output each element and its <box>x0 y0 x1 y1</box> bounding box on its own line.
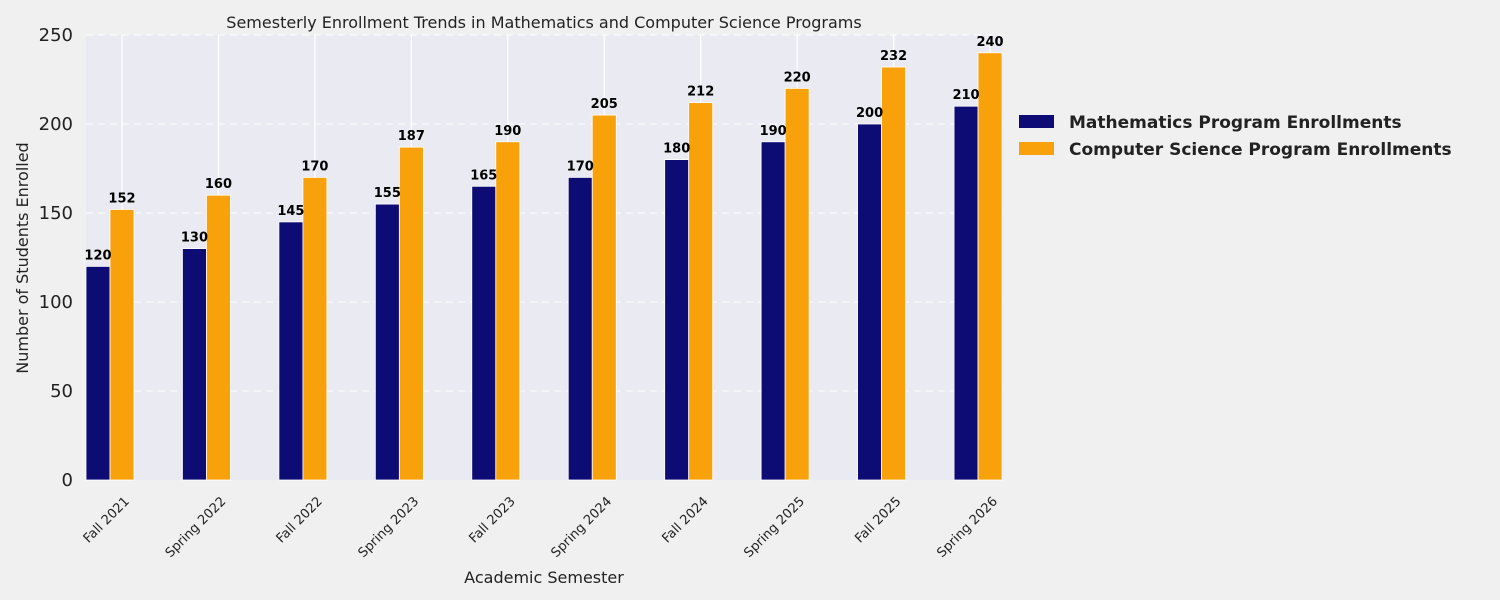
legend-swatch-mathematics <box>1019 115 1054 128</box>
legend-swatch-computer-science <box>1019 142 1054 155</box>
data-label-computer-science: 152 <box>108 191 135 206</box>
bar-computer-science <box>688 102 714 481</box>
legend: Mathematics Program Enrollments Computer… <box>1019 113 1452 160</box>
bar-mathematics <box>567 176 593 481</box>
bar-computer-science <box>398 146 424 481</box>
bar-mathematics <box>760 141 786 481</box>
data-label-computer-science: 220 <box>784 70 811 85</box>
data-label-mathematics: 155 <box>374 186 401 201</box>
bar-computer-science <box>881 66 906 481</box>
y-axis-label: Number of Students Enrolled <box>13 142 32 373</box>
bar-mathematics <box>857 123 882 481</box>
y-tick-label: 100 <box>39 292 73 313</box>
bar-computer-science <box>784 88 810 481</box>
data-label-computer-science: 190 <box>494 124 521 139</box>
data-label-computer-science: 240 <box>976 35 1003 50</box>
data-label-mathematics: 120 <box>84 248 111 263</box>
y-tick-label: 200 <box>39 114 73 135</box>
data-label-mathematics: 130 <box>181 231 208 246</box>
x-axis-label: Academic Semester <box>464 568 624 587</box>
data-label-computer-science: 205 <box>591 97 618 112</box>
data-label-computer-science: 170 <box>301 159 328 174</box>
data-label-mathematics: 165 <box>470 168 497 183</box>
bar-mathematics <box>953 105 979 481</box>
bar-computer-science <box>109 209 135 481</box>
bar-mathematics <box>182 248 207 481</box>
data-label-mathematics: 145 <box>277 204 304 219</box>
bar-computer-science <box>977 52 1003 481</box>
data-label-mathematics: 170 <box>567 159 594 174</box>
bar-computer-science <box>495 141 521 481</box>
bars <box>85 52 1003 481</box>
bar-computer-science <box>591 114 617 481</box>
y-axis-ticks: 0 50 100 150 200 250 <box>39 25 73 491</box>
data-label-mathematics: 200 <box>856 106 883 121</box>
data-label-mathematics: 190 <box>760 124 787 139</box>
y-tick-label: 50 <box>50 381 73 402</box>
data-labels: 120 130 145 155 165 170 180 190 200 210 152 160 170 1… <box>84 35 1003 264</box>
y-tick-label: 0 <box>62 470 73 491</box>
y-tick-label: 150 <box>39 203 73 224</box>
y-tick-label: 250 <box>39 25 73 46</box>
bar-mathematics <box>471 185 497 481</box>
bar-mathematics <box>85 265 111 481</box>
bar-computer-science <box>302 176 328 481</box>
data-label-computer-science: 212 <box>687 85 714 100</box>
data-label-computer-science: 187 <box>398 129 425 144</box>
chart-title: Semesterly Enrollment Trends in Mathemat… <box>226 13 861 32</box>
bar-mathematics <box>374 203 400 481</box>
bar-mathematics <box>278 221 304 481</box>
data-label-computer-science: 232 <box>880 49 907 64</box>
bar-mathematics <box>664 159 690 481</box>
legend-label-computer-science: Computer Science Program Enrollments <box>1069 140 1452 160</box>
plot-area <box>86 35 1003 480</box>
bar-computer-science <box>206 194 231 481</box>
data-label-mathematics: 210 <box>952 88 979 103</box>
legend-label-mathematics: Mathematics Program Enrollments <box>1069 113 1402 133</box>
data-label-mathematics: 180 <box>663 142 690 157</box>
data-label-computer-science: 160 <box>205 177 232 192</box>
